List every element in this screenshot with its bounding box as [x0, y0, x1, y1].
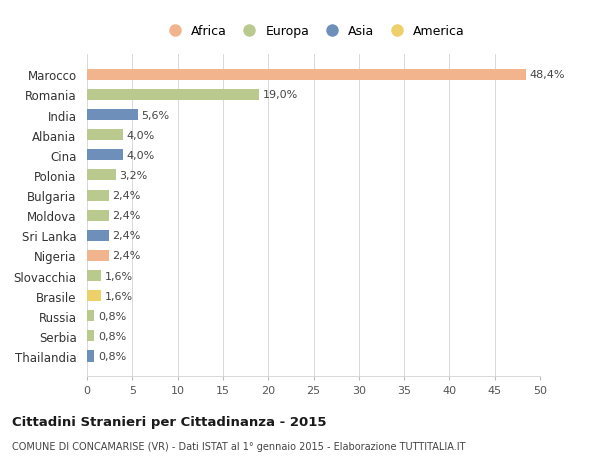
Text: 4,0%: 4,0%: [127, 151, 155, 161]
Bar: [87, 311, 94, 322]
Text: 4,0%: 4,0%: [127, 130, 155, 140]
Bar: [87, 291, 101, 302]
Bar: [87, 130, 123, 141]
Bar: [87, 230, 109, 241]
Text: 2,4%: 2,4%: [112, 231, 141, 241]
Text: 1,6%: 1,6%: [105, 271, 133, 281]
Bar: [87, 210, 109, 221]
Text: 2,4%: 2,4%: [112, 251, 141, 261]
Bar: [87, 90, 259, 101]
Bar: [87, 150, 123, 161]
Text: 1,6%: 1,6%: [105, 291, 133, 301]
Text: COMUNE DI CONCAMARISE (VR) - Dati ISTAT al 1° gennaio 2015 - Elaborazione TUTTIT: COMUNE DI CONCAMARISE (VR) - Dati ISTAT …: [12, 441, 466, 451]
Text: 2,4%: 2,4%: [112, 211, 141, 221]
Text: 3,2%: 3,2%: [119, 171, 148, 180]
Bar: [87, 351, 94, 362]
Bar: [87, 70, 526, 81]
Bar: [87, 110, 138, 121]
Bar: [87, 190, 109, 201]
Bar: [87, 250, 109, 262]
Text: 5,6%: 5,6%: [142, 110, 169, 120]
Bar: [87, 270, 101, 281]
Bar: [87, 170, 116, 181]
Text: 0,8%: 0,8%: [98, 331, 126, 341]
Text: 19,0%: 19,0%: [263, 90, 298, 100]
Text: 0,8%: 0,8%: [98, 311, 126, 321]
Text: 0,8%: 0,8%: [98, 351, 126, 361]
Text: Cittadini Stranieri per Cittadinanza - 2015: Cittadini Stranieri per Cittadinanza - 2…: [12, 415, 326, 428]
Bar: [87, 330, 94, 341]
Text: 2,4%: 2,4%: [112, 190, 141, 201]
Legend: Africa, Europa, Asia, America: Africa, Europa, Asia, America: [160, 23, 467, 41]
Text: 48,4%: 48,4%: [529, 70, 565, 80]
